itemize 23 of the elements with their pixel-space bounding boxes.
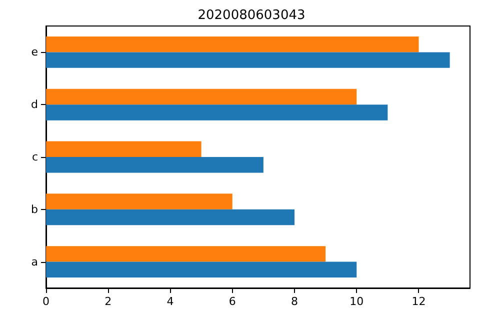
y-tick-label: b [31,202,38,216]
bar [46,209,294,226]
x-tick-label: 4 [166,295,174,308]
y-tick-label: a [31,255,38,268]
bar [46,246,326,262]
x-tick-label: 2 [104,295,112,308]
bar [46,52,450,68]
bar [46,141,202,157]
y-tick-label: c [32,150,38,164]
x-tick-label: 8 [291,295,298,308]
bar [46,88,357,105]
bar [46,262,357,278]
chart-title: 2020080603043 [198,8,306,23]
bar [46,194,232,210]
bar [46,104,388,120]
x-tick-label: 12 [412,295,426,308]
bar [46,157,264,173]
x-tick-label: 10 [350,295,364,308]
y-tick-label: d [31,98,38,112]
x-tick-label: 6 [228,295,236,308]
y-tick-label: e [31,46,38,59]
bar [46,36,419,52]
x-tick-label: 0 [42,295,50,308]
